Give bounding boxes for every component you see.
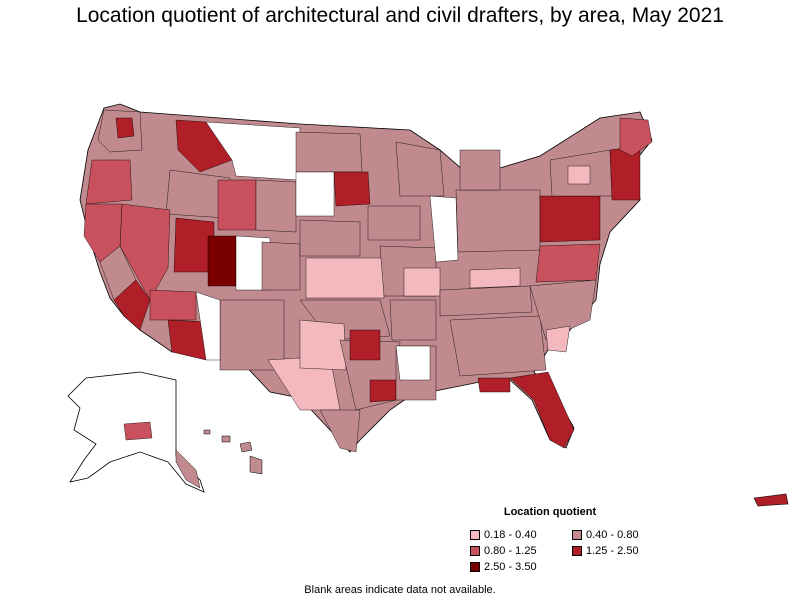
legend-label: 0.40 - 0.80 [586, 528, 639, 541]
region-north-dakota [295, 131, 363, 173]
region-arkansas [389, 299, 437, 341]
region-idaho-north [175, 119, 233, 173]
region-virginia [535, 243, 601, 283]
region-nevada-south-blank [195, 291, 221, 361]
legend-title: Location quotient [503, 506, 597, 518]
region-new-york-pink [567, 165, 591, 185]
region-kentucky-pink [469, 267, 521, 289]
legend-label: 0.18 - 0.40 [484, 528, 537, 541]
region-illinois [429, 195, 459, 263]
region-new-england [609, 145, 641, 201]
region-texas-central [299, 319, 347, 371]
region-mississippi-blank [395, 345, 431, 381]
region-nebraska [299, 219, 361, 257]
legend-label: 1.25 - 2.50 [586, 544, 639, 557]
region-texas-south [319, 409, 361, 453]
legend: Location quotient 0.18 - 0.40 0.40 - 0.8… [470, 506, 670, 573]
legend-items: 0.18 - 0.40 0.40 - 0.80 0.80 - 1.25 1.25… [470, 528, 670, 573]
map-title: Location quotient of architectural and c… [76, 4, 724, 27]
alaska-southeast [175, 449, 201, 489]
legend-item: 0.18 - 0.40 [470, 528, 572, 541]
legend-item: 1.25 - 2.50 [572, 544, 672, 557]
legend-item: 0.80 - 1.25 [470, 544, 572, 557]
region-colorado-east [261, 241, 301, 291]
region-florida [509, 371, 575, 449]
region-iowa [367, 205, 421, 241]
region-maine [619, 117, 653, 157]
region-kansas [305, 257, 385, 299]
legend-item: 2.50 - 3.50 [470, 560, 572, 573]
region-seattle [115, 117, 135, 139]
region-alabama-georgia [449, 315, 547, 377]
legend-swatch [470, 545, 480, 556]
legend-label: 0.80 - 1.25 [484, 544, 537, 557]
region-michigan [459, 149, 501, 191]
footnote: Blank areas indicate data not available. [304, 584, 496, 596]
puerto-rico [753, 493, 789, 507]
region-utah-peak [207, 235, 237, 287]
legend-swatch [572, 529, 582, 540]
region-south-dakota [295, 171, 335, 217]
region-minnesota [333, 171, 371, 207]
region-montana [205, 121, 301, 181]
region-wisconsin [395, 141, 445, 197]
legend-swatch [470, 561, 480, 572]
legend-item: 0.40 - 0.80 [572, 528, 672, 541]
hawaii-oahu [221, 435, 231, 443]
region-indiana-ohio [455, 189, 541, 253]
region-tennessee [439, 285, 533, 317]
region-pennsylvania [539, 195, 601, 243]
hawaii-maui [239, 441, 253, 453]
alaska-anchorage [123, 421, 153, 441]
region-carolinas [529, 279, 597, 341]
region-california-south [113, 279, 151, 331]
region-arkansas-red [349, 329, 381, 361]
region-houston [369, 379, 397, 403]
region-south-carolina-pink [545, 325, 571, 353]
region-missouri-pink [403, 267, 441, 297]
legend-swatch [470, 529, 480, 540]
region-arizona-north [149, 289, 197, 321]
region-oregon-west [85, 159, 133, 205]
region-florida-west [477, 377, 511, 393]
legend-swatch [572, 545, 582, 556]
hawaii-kauai [203, 429, 211, 435]
hawaii-big-island [249, 455, 263, 475]
region-wyoming-east [255, 179, 297, 233]
region-wyoming-west [217, 179, 257, 231]
legend-label: 2.50 - 3.50 [484, 560, 537, 573]
